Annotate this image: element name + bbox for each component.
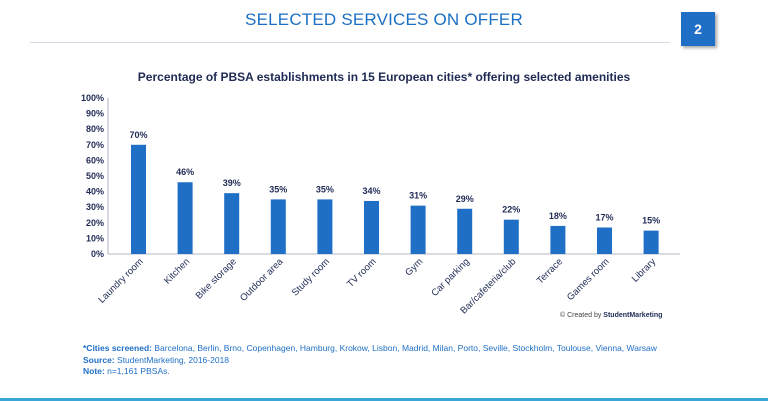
- bar: [503, 219, 519, 254]
- cities-text: Barcelona, Berlin, Brno, Copenhagen, Ham…: [154, 343, 657, 353]
- category-label: TV room: [345, 256, 379, 290]
- cities-label: *Cities screened:: [83, 343, 152, 353]
- bar: [317, 199, 333, 254]
- y-tick-label: 80%: [86, 124, 104, 134]
- bar-chart: 0% 10% 20% 30% 40% 50% 60% 70% 80% 90% 100% 70% Laun…: [81, 93, 680, 316]
- bar: [224, 193, 240, 254]
- bar-value-label: 70%: [129, 130, 147, 140]
- category-label: Car parking: [429, 256, 472, 299]
- bar-value-label: 35%: [316, 184, 334, 194]
- bar-value-label: 34%: [362, 186, 380, 196]
- category-label: Bike storage: [194, 256, 239, 301]
- credit-prefix: © Created by: [560, 312, 602, 319]
- credit-brand: StudentMarketing: [603, 312, 663, 319]
- bar-value-label: 15%: [642, 216, 660, 226]
- category-label: Terrace: [535, 256, 565, 286]
- bar: [177, 182, 193, 254]
- bar-value-label: 31%: [409, 191, 427, 201]
- y-tick-label: 10%: [86, 233, 104, 243]
- source-label: Source:: [83, 354, 115, 365]
- bar: [597, 227, 612, 254]
- y-tick-label: 50%: [86, 171, 104, 181]
- bar: [364, 200, 379, 254]
- bar: [643, 230, 659, 254]
- category-label: Study room: [290, 256, 332, 298]
- footnote-source: Source: StudentMarketing, 2016-2018: [83, 355, 683, 367]
- y-tick-label: 90%: [86, 109, 104, 119]
- footnote-note: Note: n=1,161 PBSAs.: [83, 366, 683, 378]
- bar: [410, 205, 426, 254]
- note-label: Note:: [83, 366, 105, 376]
- footnote-cities: *Cities screened: Barcelona, Berlin, Brn…: [83, 343, 683, 355]
- y-tick-label: 100%: [81, 93, 104, 103]
- bar-value-label: 17%: [595, 212, 613, 222]
- source-text: StudentMarketing, 2016-2018: [117, 354, 230, 365]
- bar: [457, 208, 473, 254]
- y-tick-label: 30%: [86, 202, 104, 212]
- category-label: Library: [630, 256, 658, 284]
- bar-value-label: 35%: [269, 184, 287, 194]
- bar: [270, 199, 286, 254]
- bar-value-label: 39%: [223, 178, 241, 188]
- y-tick-label: 40%: [86, 187, 104, 197]
- category-label: Gym: [403, 256, 425, 278]
- chart-credit: © Created by StudentMarketing: [560, 312, 700, 319]
- page-title: SELECTED SERVICES ON OFFER: [245, 10, 523, 29]
- note-text: n=1,161 PBSAs.: [107, 366, 170, 376]
- category-label: Kitchen: [162, 256, 192, 286]
- y-tick-label: 0%: [91, 249, 104, 259]
- y-tick-label: 20%: [86, 218, 104, 228]
- footnotes: *Cities screened: Barcelona, Berlin, Brn…: [83, 343, 683, 378]
- y-tick-label: 70%: [86, 140, 104, 150]
- bar-value-label: 29%: [456, 194, 474, 204]
- bar-value-label: 22%: [502, 205, 520, 215]
- category-label: Outdoor area: [238, 256, 286, 304]
- bar-value-label: 18%: [549, 211, 567, 221]
- bar-value-label: 46%: [176, 167, 194, 177]
- bar: [550, 225, 566, 254]
- bar: [131, 144, 146, 254]
- category-label: Laundry room: [96, 256, 145, 305]
- header-divider: [30, 42, 670, 43]
- page-number-badge: 2: [681, 12, 715, 46]
- category-label: Games room: [565, 256, 612, 303]
- chart-title: Percentage of PBSA establishments in 15 …: [137, 70, 631, 84]
- bottom-accent-rule: [0, 398, 768, 401]
- y-tick-label: 60%: [86, 155, 104, 165]
